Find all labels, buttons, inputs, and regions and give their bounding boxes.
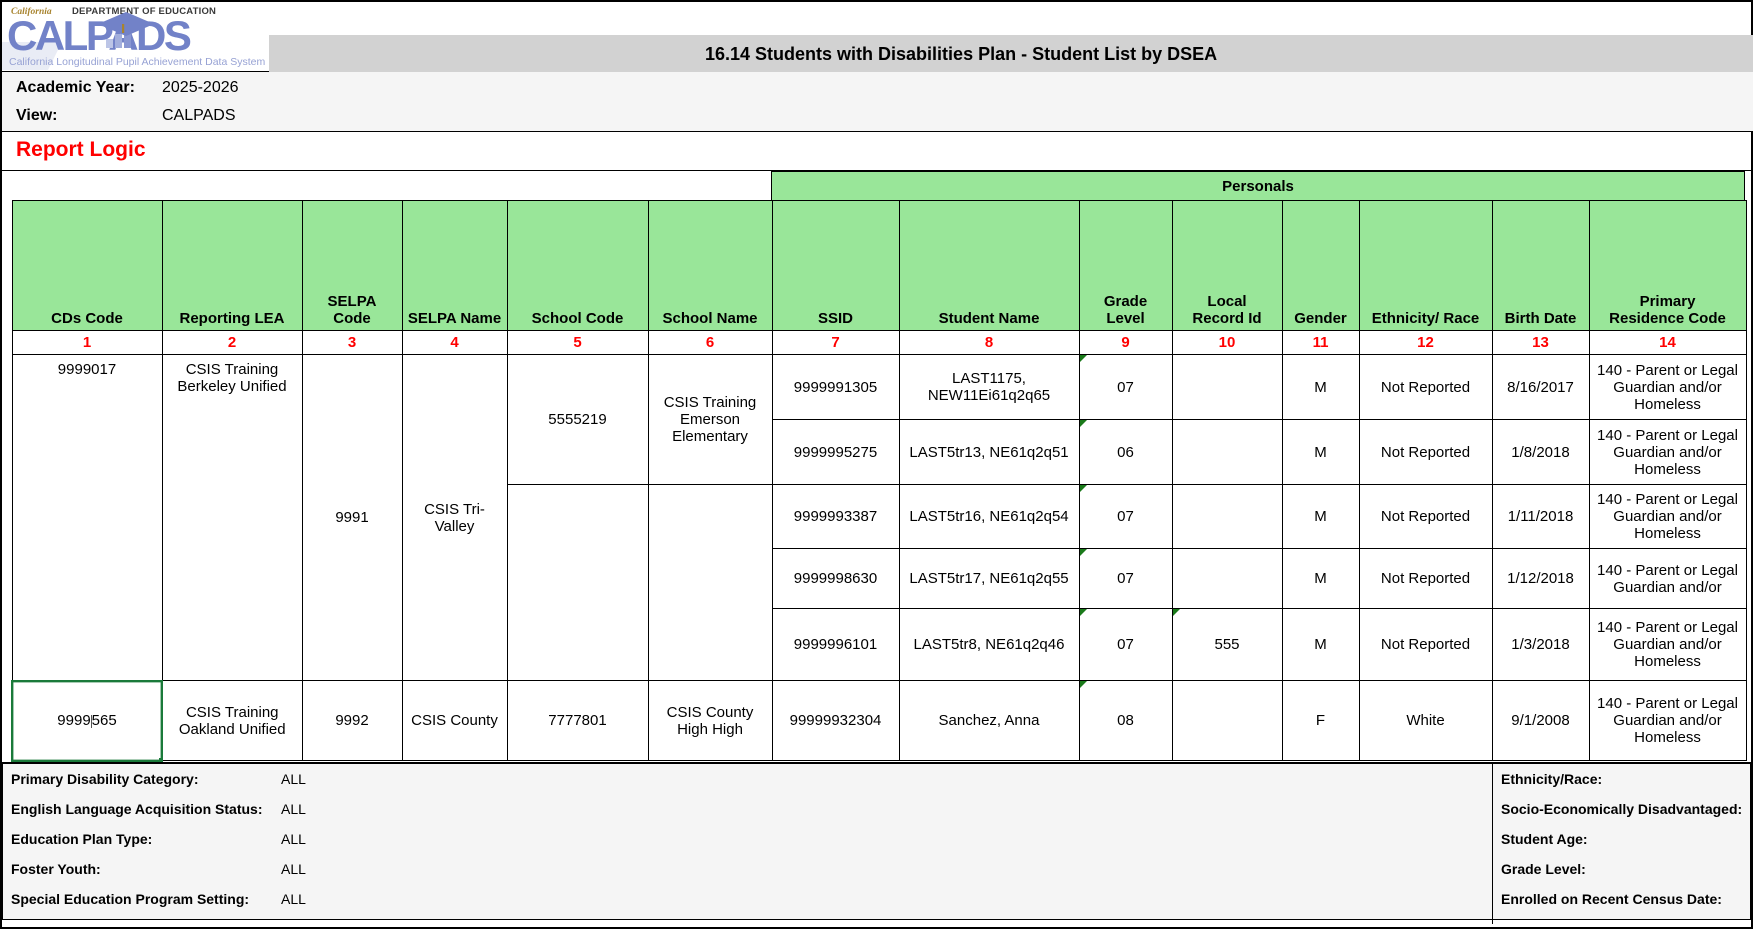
svg-text:CALPADS: CALPADS xyxy=(7,12,191,59)
svg-text:California Longitudinal Pupil: California Longitudinal Pupil Achievemen… xyxy=(9,56,265,68)
